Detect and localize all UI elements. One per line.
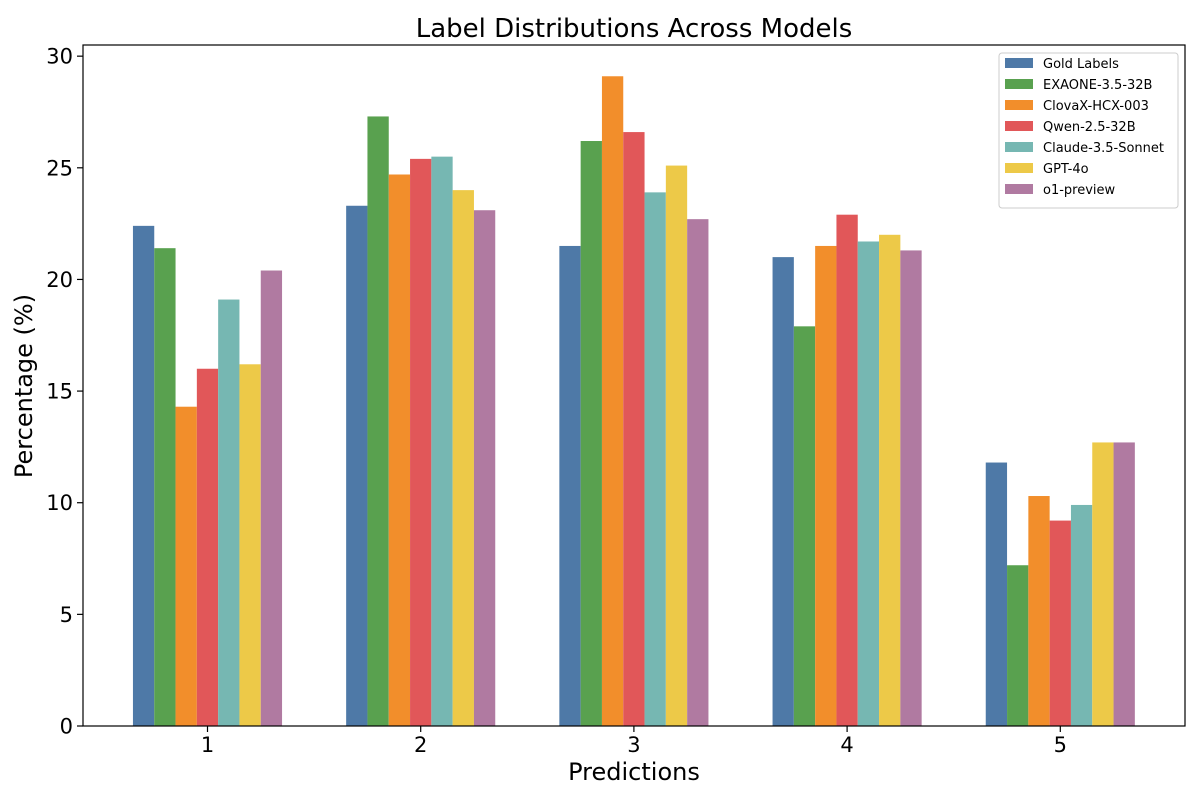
bar bbox=[1113, 442, 1135, 726]
legend-label: Gold Labels bbox=[1043, 57, 1119, 72]
bar bbox=[410, 158, 432, 726]
legend-item: o1-preview bbox=[1005, 183, 1116, 198]
legend-label: EXAONE-3.5-32B bbox=[1043, 78, 1152, 93]
bar bbox=[1028, 496, 1050, 726]
bar bbox=[580, 141, 602, 726]
legend-item: GPT-4o bbox=[1005, 162, 1089, 177]
legend-box bbox=[998, 52, 1179, 209]
legend-swatch bbox=[1005, 184, 1033, 194]
bar bbox=[260, 270, 283, 726]
legend-item: Gold Labels bbox=[1005, 57, 1119, 72]
bar bbox=[601, 76, 624, 726]
bar bbox=[772, 257, 794, 726]
bar bbox=[623, 132, 645, 726]
bar bbox=[196, 368, 219, 726]
legend-label: Claude-3.5-Sonnet bbox=[1043, 141, 1164, 156]
bar bbox=[367, 116, 389, 726]
bar bbox=[346, 205, 368, 726]
bar bbox=[836, 214, 858, 726]
legend-swatch bbox=[1005, 121, 1033, 131]
bar bbox=[218, 299, 240, 726]
series-5 bbox=[239, 165, 1114, 727]
bar bbox=[857, 241, 880, 727]
bar bbox=[687, 219, 709, 726]
x-tick-label: 3 bbox=[627, 733, 640, 757]
legend-swatch bbox=[1005, 142, 1033, 152]
series-6 bbox=[260, 210, 1135, 727]
bar bbox=[1092, 442, 1114, 726]
bar bbox=[1049, 520, 1071, 726]
x-axis-label: Predictions bbox=[568, 758, 700, 786]
y-tick-label: 15 bbox=[46, 380, 73, 404]
x-tick-label: 1 bbox=[201, 733, 214, 757]
x-tick-label: 2 bbox=[414, 733, 427, 757]
legend-item: ClovaX-HCX-003 bbox=[1005, 99, 1149, 114]
series-1 bbox=[154, 116, 1029, 726]
bar bbox=[239, 364, 261, 726]
bar bbox=[644, 192, 666, 727]
series-0 bbox=[132, 205, 1008, 727]
y-tick-label: 5 bbox=[60, 603, 73, 627]
bar bbox=[388, 174, 411, 726]
legend-swatch bbox=[1005, 58, 1033, 68]
legend-item: Claude-3.5-Sonnet bbox=[1005, 141, 1164, 156]
bar bbox=[985, 462, 1008, 726]
x-tick-label: 4 bbox=[840, 733, 853, 757]
bar bbox=[559, 245, 581, 726]
bar bbox=[154, 248, 176, 726]
chart-title: Label Distributions Across Models bbox=[416, 14, 853, 44]
bars-layer bbox=[132, 76, 1135, 727]
bar bbox=[175, 406, 197, 726]
legend-label: GPT-4o bbox=[1043, 162, 1089, 177]
bar bbox=[1070, 504, 1093, 726]
legend-item: EXAONE-3.5-32B bbox=[1005, 78, 1152, 93]
bar bbox=[793, 326, 816, 726]
series-2 bbox=[175, 76, 1050, 726]
legend: Gold Labels EXAONE-3.5-32B ClovaX-HCX-003 Q… bbox=[998, 52, 1179, 209]
bar bbox=[1007, 565, 1029, 726]
bar bbox=[879, 234, 901, 727]
bar bbox=[452, 190, 474, 726]
y-tick-label: 0 bbox=[60, 715, 73, 739]
x-tick-label: 5 bbox=[1054, 733, 1067, 757]
y-tick-label: 10 bbox=[46, 491, 73, 515]
legend-label: Qwen-2.5-32B bbox=[1043, 120, 1136, 135]
y-tick-label: 20 bbox=[46, 268, 73, 292]
bar bbox=[815, 245, 837, 726]
bar bbox=[431, 156, 453, 726]
legend-item: Qwen-2.5-32B bbox=[1005, 120, 1136, 135]
legend-swatch bbox=[1005, 163, 1033, 173]
bar bbox=[900, 250, 922, 727]
series-3 bbox=[196, 132, 1071, 726]
y-tick-label: 30 bbox=[46, 45, 73, 69]
axes-layer: 0 5 10 15 20 25 30 1 2 3 4 5 bbox=[46, 44, 1186, 757]
legend-label: ClovaX-HCX-003 bbox=[1043, 99, 1149, 114]
bar bbox=[473, 210, 496, 727]
legend-label: o1-preview bbox=[1043, 183, 1116, 198]
bar bbox=[665, 165, 688, 726]
y-axis-label: Percentage (%) bbox=[10, 294, 38, 478]
bar bbox=[132, 225, 155, 727]
series-4 bbox=[218, 156, 1093, 727]
legend-swatch bbox=[1005, 79, 1033, 89]
legend-swatch bbox=[1005, 100, 1033, 110]
y-tick-label: 25 bbox=[46, 156, 73, 180]
